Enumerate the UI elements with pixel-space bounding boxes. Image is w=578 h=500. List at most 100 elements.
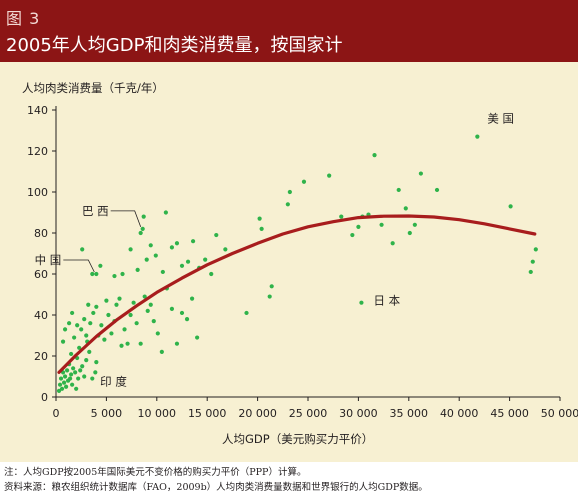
chart-panel xyxy=(0,62,578,462)
data-point xyxy=(58,376,64,381)
data-point xyxy=(57,382,63,387)
data-point xyxy=(179,263,185,268)
x-tick-label: 0 xyxy=(53,407,60,420)
data-point xyxy=(209,271,214,277)
data-point xyxy=(190,239,196,244)
data-point xyxy=(59,386,65,391)
data-point xyxy=(84,358,89,363)
x-tick-label: 5 000 xyxy=(91,407,123,420)
data-point xyxy=(84,333,89,338)
y-axis-label: 人均肉类消费量（千克/年） xyxy=(22,81,164,95)
annotations: 美 国巴 西中 国日 本印 度 xyxy=(35,112,514,389)
data-point xyxy=(434,187,440,193)
source-text: 资料来源：粮农组织统计数据库（FAO，2009b）人均肉类消费量数据和世界银行的… xyxy=(4,482,428,493)
data-point xyxy=(94,304,99,309)
data-point xyxy=(90,376,95,381)
data-point xyxy=(68,376,73,381)
data-point xyxy=(72,335,77,340)
data-point xyxy=(134,321,139,326)
data-point xyxy=(350,232,355,238)
data-point xyxy=(214,232,219,238)
data-point xyxy=(267,294,272,299)
data-point xyxy=(87,349,92,354)
data-point xyxy=(159,349,164,354)
data-point xyxy=(174,241,180,246)
data-point xyxy=(69,351,74,357)
data-point xyxy=(179,310,185,316)
data-point xyxy=(396,187,401,193)
data-point xyxy=(155,331,160,336)
y-tick-label: 120 xyxy=(27,145,48,158)
data-point xyxy=(82,374,87,379)
data-point xyxy=(356,224,361,229)
trend-line xyxy=(57,214,537,374)
data-point xyxy=(109,331,114,336)
data-point xyxy=(120,271,125,277)
data-point xyxy=(185,259,191,264)
x-tick-label: 15 000 xyxy=(188,407,227,420)
data-point xyxy=(88,321,93,326)
data-point xyxy=(174,341,180,346)
data-point xyxy=(131,300,136,305)
x-axis-label: 人均GDP（美元购买力平价） xyxy=(222,432,373,446)
trend-curve xyxy=(57,214,537,374)
annotation-label: 巴 西 xyxy=(82,204,109,218)
data-point xyxy=(128,312,133,318)
data-point xyxy=(153,253,158,258)
data-point xyxy=(99,323,104,328)
data-point xyxy=(62,374,68,379)
data-point xyxy=(301,179,307,184)
data-point xyxy=(148,302,153,307)
y-tick-label: 40 xyxy=(34,309,48,322)
data-point xyxy=(69,372,74,377)
data-point xyxy=(122,327,127,332)
annotation-leader xyxy=(110,210,142,228)
data-point xyxy=(119,343,124,348)
data-point xyxy=(78,368,83,373)
data-point xyxy=(70,310,75,316)
x-tick-label: 45 000 xyxy=(490,407,529,420)
data-point xyxy=(61,380,67,385)
data-point xyxy=(117,296,122,301)
data-point xyxy=(71,366,76,371)
data-point xyxy=(163,210,168,215)
note-text: 注：人均GDP按2005年国际美元不变价格的购买力平价（PPP）计算。 xyxy=(4,467,307,478)
data-point xyxy=(259,226,264,231)
annotation-label: 美 国 xyxy=(487,112,514,126)
data-point xyxy=(169,245,175,250)
y-tick-label: 20 xyxy=(34,350,48,363)
data-point xyxy=(104,298,109,303)
data-point xyxy=(403,206,408,211)
data-point xyxy=(77,345,82,350)
annotation-label: 印 度 xyxy=(100,375,127,389)
x-tick-label: 10 000 xyxy=(138,407,177,420)
data-point xyxy=(142,294,147,299)
figure-title: 2005年人均GDP和肉类消费量，按国家计 xyxy=(6,35,343,56)
data-point xyxy=(169,306,175,311)
data-point xyxy=(98,263,103,268)
data-point xyxy=(67,321,72,326)
data-point xyxy=(76,376,81,381)
data-point xyxy=(79,327,84,332)
data-point xyxy=(148,243,153,248)
data-point xyxy=(91,310,96,316)
data-point xyxy=(145,308,150,313)
data-point xyxy=(372,153,377,158)
annotation-leader xyxy=(63,259,95,273)
x-tick-label: 30 000 xyxy=(339,407,378,420)
data-point xyxy=(63,384,69,389)
data-point xyxy=(418,171,423,176)
data-point xyxy=(125,341,130,346)
y-tick-label: 140 xyxy=(27,104,48,117)
data-point xyxy=(327,173,332,178)
data-point xyxy=(140,226,145,231)
data-point xyxy=(257,216,262,221)
x-tick-label: 40 000 xyxy=(440,407,479,420)
x-tick-label: 50 000 xyxy=(541,407,578,420)
axes: 0 5 000 10 000 15 000 20 000 25 000 30 000 35 0… xyxy=(27,104,578,420)
data-point xyxy=(94,271,99,277)
data-point xyxy=(141,214,146,219)
data-point xyxy=(285,202,290,207)
y-tick-label: 80 xyxy=(34,227,48,240)
figure-notes: 注：人均GDP按2005年国际美元不变价格的购买力平价（PPP）计算。 资料来源… xyxy=(4,465,428,495)
